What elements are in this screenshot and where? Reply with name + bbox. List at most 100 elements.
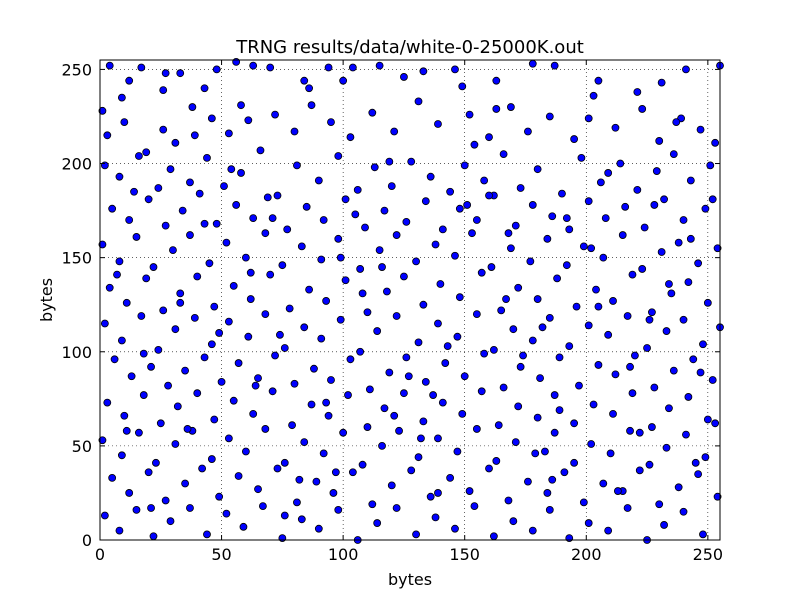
data-point — [125, 489, 134, 497]
data-point — [139, 349, 148, 358]
data-point — [407, 466, 416, 475]
data-point — [302, 202, 311, 211]
data-point — [584, 197, 593, 206]
data-point — [419, 67, 428, 76]
data-point — [414, 97, 423, 106]
data-point — [280, 458, 289, 467]
data-point — [244, 332, 253, 341]
data-point — [531, 449, 540, 458]
data-point — [115, 526, 124, 535]
data-point — [339, 428, 348, 437]
data-point — [470, 140, 479, 149]
data-point — [618, 231, 627, 239]
data-point — [186, 504, 194, 512]
data-point — [186, 178, 194, 187]
data-point — [149, 263, 158, 271]
data-point — [159, 306, 168, 315]
data-point — [220, 182, 228, 191]
data-point — [604, 330, 613, 339]
data-point — [509, 325, 518, 334]
data-point — [516, 184, 525, 192]
data-point — [533, 295, 542, 303]
data-point — [489, 345, 498, 354]
data-point — [426, 492, 435, 501]
data-point — [660, 195, 668, 204]
data-point — [570, 458, 579, 467]
data-point — [684, 278, 693, 287]
data-point — [200, 219, 209, 228]
data-point — [207, 114, 216, 123]
data-point — [516, 362, 525, 371]
data-point — [132, 505, 141, 514]
data-point — [234, 359, 243, 367]
data-point — [356, 265, 365, 273]
data-point — [227, 165, 236, 174]
data-point — [402, 217, 411, 226]
data-point — [487, 263, 496, 271]
data-point — [609, 409, 617, 418]
x-tick-label: 200 — [571, 545, 602, 564]
data-point — [395, 426, 403, 435]
data-point — [100, 319, 109, 328]
data-point — [98, 240, 107, 249]
data-point — [100, 161, 109, 170]
data-point — [305, 285, 313, 294]
data-point — [290, 379, 299, 388]
data-point — [577, 153, 586, 162]
data-point — [453, 447, 462, 456]
data-point — [183, 425, 192, 433]
data-point — [278, 534, 287, 543]
data-point — [541, 447, 549, 456]
data-point — [300, 323, 309, 332]
data-point — [256, 146, 265, 155]
data-point — [117, 93, 126, 102]
data-point — [645, 315, 654, 324]
data-point — [579, 242, 588, 251]
data-point — [341, 276, 350, 285]
data-point — [560, 468, 569, 477]
data-point — [701, 453, 710, 462]
data-point — [703, 415, 712, 424]
data-point — [438, 398, 447, 407]
data-point — [421, 377, 430, 386]
data-point — [103, 131, 112, 140]
data-point — [334, 152, 343, 160]
data-point — [533, 165, 542, 174]
data-point — [305, 84, 313, 93]
data-point — [137, 312, 146, 320]
data-point — [353, 185, 362, 194]
data-point — [455, 293, 464, 302]
data-point — [365, 385, 374, 394]
data-point — [237, 169, 245, 177]
data-point — [455, 204, 464, 213]
data-point — [458, 82, 467, 91]
data-point — [485, 133, 493, 142]
data-point — [451, 524, 459, 533]
data-point — [446, 187, 455, 196]
data-point — [665, 404, 673, 413]
x-tick-label: 100 — [328, 545, 359, 564]
data-point — [562, 214, 571, 223]
data-point — [203, 153, 211, 162]
data-point — [346, 133, 355, 142]
data-point — [711, 138, 720, 147]
data-point — [599, 479, 608, 488]
data-point — [550, 428, 559, 437]
data-point — [293, 161, 301, 170]
data-point — [278, 261, 287, 270]
data-point — [628, 270, 637, 279]
chart-title: TRNG results/data/white-0-25000K.out — [235, 37, 584, 58]
data-point — [205, 259, 214, 268]
data-point — [380, 404, 389, 413]
data-point — [115, 257, 124, 266]
data-point — [234, 472, 243, 480]
data-point — [528, 336, 537, 345]
data-point — [514, 402, 523, 411]
data-point — [351, 210, 360, 219]
data-point — [166, 517, 175, 526]
y-tick-label: 50 — [72, 437, 92, 456]
data-point — [419, 300, 428, 309]
data-point — [237, 101, 245, 110]
data-point — [555, 406, 564, 415]
data-point — [212, 65, 221, 74]
